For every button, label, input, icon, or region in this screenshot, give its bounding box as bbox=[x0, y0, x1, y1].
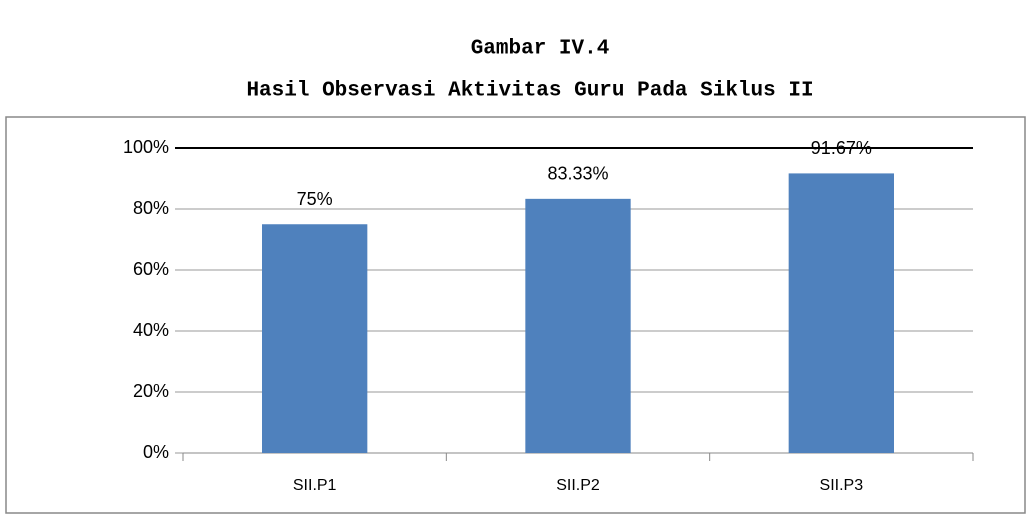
chart-subtitle: Hasil Observasi Aktivitas Guru Pada Sikl… bbox=[246, 80, 813, 103]
value-label: 75% bbox=[297, 189, 333, 209]
y-tick-label: 0% bbox=[143, 442, 169, 462]
y-tick-label: 80% bbox=[133, 198, 169, 218]
y-tick-label: 40% bbox=[133, 320, 169, 340]
x-tick-label: SII.P2 bbox=[556, 477, 600, 494]
y-tick-label: 60% bbox=[133, 259, 169, 279]
x-tick-label: SII.P3 bbox=[820, 477, 864, 494]
value-label: 83.33% bbox=[547, 164, 608, 184]
bar bbox=[262, 224, 368, 453]
bar bbox=[525, 198, 631, 453]
y-tick-label: 20% bbox=[133, 381, 169, 401]
bar bbox=[788, 173, 894, 453]
x-tick-label: SII.P1 bbox=[293, 477, 337, 494]
y-tick-label: 100% bbox=[123, 137, 169, 157]
chart-title: Gambar IV.4 bbox=[471, 38, 610, 61]
value-label: 91.67% bbox=[811, 138, 872, 158]
